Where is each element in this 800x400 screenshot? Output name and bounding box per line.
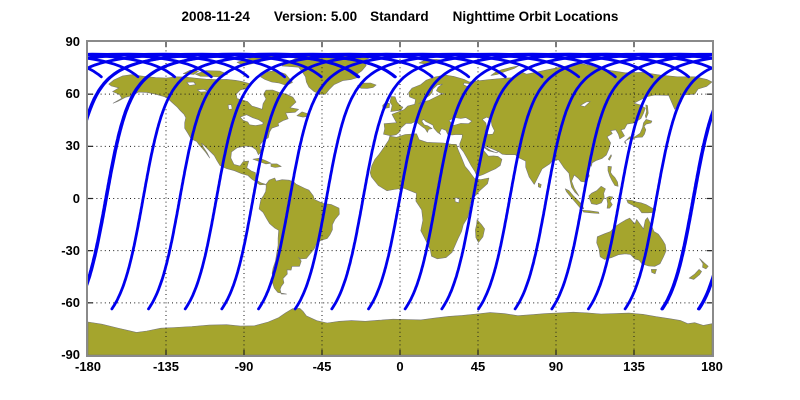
x-tick-label: -135 (152, 359, 180, 374)
world-map-svg (88, 42, 712, 355)
land-hispaniola (270, 163, 282, 168)
map-plot-area (86, 40, 714, 357)
orbit-track (183, 52, 507, 311)
land-tasmania (651, 269, 657, 275)
axis-tick-marks (88, 42, 712, 355)
y-tick-label: 60 (65, 86, 80, 102)
chart-title: 2008-11-24 Version: 5.00 Standard Nighttime… (0, 9, 800, 24)
x-tick-label: 0 (396, 359, 404, 374)
land-sri-lanka (538, 182, 542, 188)
orbit-track (88, 52, 323, 79)
y-tick-label: 90 (65, 34, 80, 49)
land-south-america (258, 177, 340, 295)
orbit-track (550, 53, 712, 311)
orbit-track (623, 66, 712, 311)
land-africa (369, 133, 490, 260)
y-tick-label: -60 (61, 294, 80, 310)
land-madagascar (475, 219, 485, 243)
title-date: 2008-11-24 (181, 9, 250, 24)
y-tick-label: 30 (65, 138, 80, 154)
orbit-track (147, 52, 471, 311)
sea-persian-gulf (483, 145, 499, 154)
land-taiwan (608, 154, 612, 161)
land-new-zealand-south (688, 269, 702, 280)
orbit-track (513, 52, 712, 311)
orbit-track (477, 52, 712, 311)
land-great-britain (389, 96, 404, 112)
y-tick-label: -30 (61, 242, 80, 258)
orbit-track (88, 52, 360, 119)
title-name: Nighttime Orbit Locations (452, 9, 619, 24)
sea-great-bear-lake (186, 81, 197, 86)
orbit-tracks (88, 52, 712, 311)
x-tick-label: 180 (701, 359, 723, 374)
sea-lake-baikal (580, 101, 591, 107)
land-borneo (588, 186, 606, 205)
sea-lake-victoria (454, 197, 460, 204)
land-sumatra (564, 188, 584, 210)
land-philippines (607, 166, 619, 187)
land-sulawesi (606, 196, 614, 209)
y-tick-label: 0 (72, 190, 80, 206)
orbit-track (587, 56, 712, 311)
orbit-track (220, 52, 544, 311)
orbit-track (110, 52, 434, 311)
x-tick-label: -180 (74, 359, 102, 374)
orbit-track (660, 109, 712, 311)
y-tick-label: -90 (61, 347, 80, 362)
land-masses (88, 53, 712, 355)
land-eurasia (383, 62, 712, 197)
sea-great-lakes (239, 114, 264, 126)
orbit-track (257, 52, 581, 311)
orbit-track (88, 52, 396, 284)
title-version: Version: 5.00 (273, 9, 358, 24)
map-layers (88, 42, 712, 355)
orbit-track (330, 52, 654, 311)
x-tick-label: 90 (548, 359, 564, 374)
title-mode: Standard (370, 9, 429, 24)
x-tick-label: 135 (623, 359, 645, 374)
orbit-track (403, 52, 712, 311)
sea-lake-winnipeg (227, 104, 233, 110)
land-java (582, 210, 600, 214)
land-sakhalin (645, 104, 649, 119)
land-north-america (108, 74, 299, 186)
orbit-track (293, 52, 617, 311)
land-new-zealand-north (699, 258, 709, 270)
x-tick-label: -90 (234, 359, 254, 374)
x-tick-label: -45 (312, 359, 332, 374)
land-baffin-island (260, 70, 293, 86)
orbit-track (367, 52, 690, 311)
x-tick-label: 45 (470, 359, 486, 374)
orbit-track (440, 52, 712, 311)
